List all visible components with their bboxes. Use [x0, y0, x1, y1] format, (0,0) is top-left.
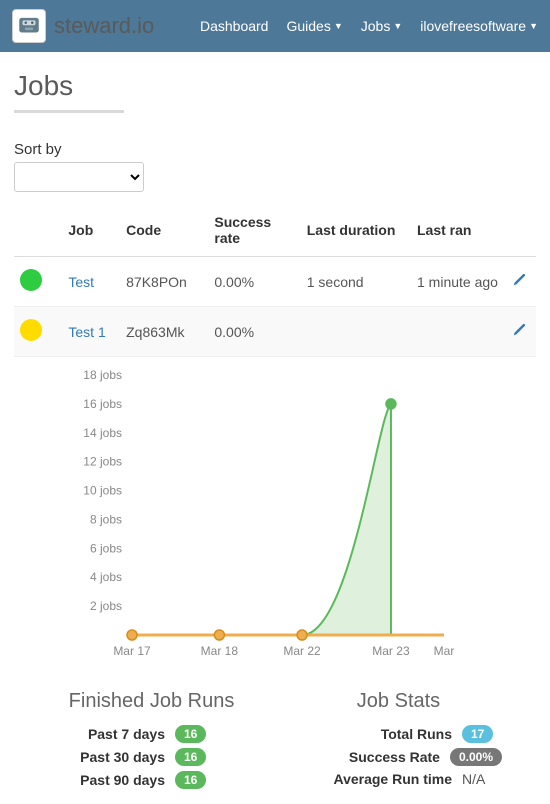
stat-pill: 0.00%: [450, 748, 502, 766]
cell-duration: 1 second: [301, 257, 411, 307]
caret-down-icon: ▼: [529, 21, 538, 31]
chart-container: 2 jobs 4 jobs 6 jobs 8 jobs 10 jobs 12 jobs 14…: [14, 365, 536, 680]
svg-text:2 jobs: 2 jobs: [90, 599, 122, 613]
stat-label: Success Rate: [349, 749, 440, 765]
page-content: Jobs Sort by JobCodeSuccess rateLast dur…: [0, 52, 550, 804]
table-header: Last duration: [301, 204, 411, 257]
stat-pill: 17: [462, 725, 493, 743]
svg-text:18 jobs: 18 jobs: [83, 368, 122, 382]
stats-title: Job Stats: [275, 690, 522, 713]
job-link[interactable]: Test: [68, 274, 94, 290]
stat-line: Average Run time N/A: [275, 771, 522, 787]
job-table: JobCodeSuccess rateLast durationLast ran…: [14, 204, 536, 357]
stat-label: Past 90 days: [80, 772, 165, 788]
sort-label: Sort by: [14, 141, 536, 158]
stat-value: N/A: [462, 771, 502, 787]
page-title: Jobs: [14, 70, 536, 102]
table-header: Job: [62, 204, 120, 257]
navbar: steward.io Dashboard Guides▼ Jobs▼ ilovefre…: [0, 0, 550, 52]
stat-label: Past 30 days: [80, 749, 165, 765]
sort-select[interactable]: [14, 162, 144, 192]
status-indicator-icon: [20, 269, 42, 291]
svg-text:8 jobs: 8 jobs: [90, 512, 122, 526]
stats-title: Finished Job Runs: [28, 690, 275, 713]
table-row: Test 87K8POn0.00%1 second1 minute ago: [14, 257, 536, 307]
svg-text:Mar 17: Mar 17: [113, 644, 151, 658]
stat-pill: 16: [175, 725, 206, 743]
nav-link-ilovefreesoftware[interactable]: ilovefreesoftware▼: [420, 18, 538, 34]
cell-success: 0.00%: [208, 257, 300, 307]
svg-text:14 jobs: 14 jobs: [83, 426, 122, 440]
cell-ran: [411, 307, 506, 357]
table-header: Success rate: [208, 204, 300, 257]
stats-row: Finished Job Runs Past 7 days16Past 30 d…: [14, 690, 536, 794]
caret-down-icon: ▼: [393, 21, 402, 31]
svg-text:6 jobs: 6 jobs: [90, 541, 122, 555]
svg-text:16 jobs: 16 jobs: [83, 397, 122, 411]
stat-line: Past 7 days 16: [28, 725, 275, 743]
svg-text:Mar 18: Mar 18: [201, 644, 239, 658]
table-header-row: JobCodeSuccess rateLast durationLast ran: [14, 204, 536, 257]
stat-line: Success Rate 0.00%: [275, 748, 522, 766]
title-underline: [14, 110, 124, 113]
caret-down-icon: ▼: [334, 21, 343, 31]
cell-code: 87K8POn: [120, 257, 208, 307]
svg-text:Mar 22: Mar 22: [283, 644, 321, 658]
stat-label: Total Runs: [381, 726, 452, 742]
nav-links: Dashboard Guides▼ Jobs▼ ilovefreesoftware▼: [200, 18, 538, 34]
svg-text:12 jobs: 12 jobs: [83, 455, 122, 469]
svg-text:10 jobs: 10 jobs: [83, 484, 122, 498]
stat-pill: 16: [175, 748, 206, 766]
svg-text:4 jobs: 4 jobs: [90, 570, 122, 584]
stat-label: Average Run time: [333, 771, 452, 787]
table-header: Last ran: [411, 204, 506, 257]
cell-code: Zq863Mk: [120, 307, 208, 357]
cell-duration: [301, 307, 411, 357]
status-indicator-icon: [20, 319, 42, 341]
brand[interactable]: steward.io: [12, 9, 154, 43]
brand-text: steward.io: [54, 13, 154, 39]
stat-label: Past 7 days: [88, 726, 165, 742]
table-header: [506, 204, 536, 257]
svg-text:Mar: Mar: [434, 644, 455, 658]
cell-ran: 1 minute ago: [411, 257, 506, 307]
table-header: Code: [120, 204, 208, 257]
svg-text:Mar 23: Mar 23: [372, 644, 410, 658]
table-header: [14, 204, 62, 257]
nav-link-jobs[interactable]: Jobs▼: [361, 18, 403, 34]
stat-line: Past 90 days 16: [28, 771, 275, 789]
brand-logo-icon: [12, 9, 46, 43]
table-row: Test 1 Zq863Mk0.00%: [14, 307, 536, 357]
stat-line: Past 30 days 16: [28, 748, 275, 766]
cell-success: 0.00%: [208, 307, 300, 357]
jobs-chart: 2 jobs 4 jobs 6 jobs 8 jobs 10 jobs 12 jobs 14…: [74, 365, 474, 680]
stat-pill: 16: [175, 771, 206, 789]
stat-line: Total Runs 17: [275, 725, 522, 743]
nav-link-dashboard[interactable]: Dashboard: [200, 18, 269, 34]
finished-job-runs: Finished Job Runs Past 7 days16Past 30 d…: [28, 690, 275, 794]
job-stats: Job Stats Total Runs 17 Success Rate 0.00% A…: [275, 690, 522, 794]
edit-icon[interactable]: [512, 324, 526, 340]
job-link[interactable]: Test 1: [68, 324, 105, 340]
nav-link-guides[interactable]: Guides▼: [286, 18, 342, 34]
edit-icon[interactable]: [512, 274, 526, 290]
